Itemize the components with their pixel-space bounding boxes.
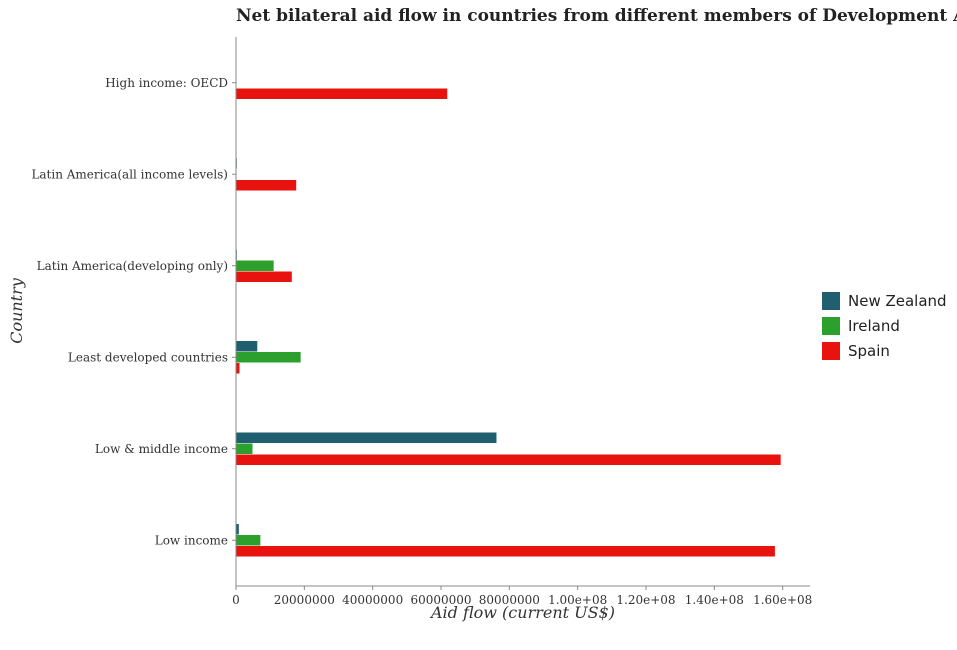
- x-tick-label: 1.60e+08: [753, 593, 812, 607]
- bars-layer: [235, 88, 782, 557]
- x-tick-label: 0: [232, 593, 240, 607]
- bar-new-zealand-3: [235, 340, 258, 352]
- bar-ireland-5: [235, 534, 261, 546]
- y-tick-label: High income: OECD: [105, 76, 228, 90]
- y-tick-label: Low income: [155, 533, 228, 547]
- bar-new-zealand-4: [235, 432, 497, 444]
- legend-swatch-new-zealand: [822, 292, 840, 310]
- x-tick-label: 1.20e+08: [616, 593, 675, 607]
- x-tick-label: 1.40e+08: [685, 593, 744, 607]
- y-tick-label: Least developed countries: [68, 350, 228, 364]
- x-tick-label: 60000000: [410, 593, 471, 607]
- bar-spain-2: [235, 271, 293, 283]
- legend-swatch-ireland: [822, 317, 840, 335]
- x-tick-label: 1.00e+08: [548, 593, 607, 607]
- bar-ireland-4: [235, 443, 253, 455]
- legend-label: New Zealand: [848, 292, 947, 310]
- y-tick-label: Latin America(all income levels): [31, 167, 228, 181]
- y-tick-label: Latin America(developing only): [37, 259, 228, 273]
- x-tick-label: 80000000: [479, 593, 540, 607]
- bar-spain-3: [235, 362, 241, 374]
- x-axis-label: Aid flow (current US$): [429, 603, 615, 622]
- bar-spain-0: [235, 88, 448, 100]
- legend-label: Ireland: [848, 317, 900, 335]
- y-tick-label: Low & middle income: [95, 442, 228, 456]
- bar-spain-4: [235, 454, 782, 466]
- bar-spain-1: [235, 179, 297, 191]
- legend: New Zealand Ireland Spain: [822, 292, 947, 360]
- bar-ireland-2: [235, 260, 275, 272]
- x-tick-label: 20000000: [274, 593, 335, 607]
- y-tick-layer: High income: OECD Latin America(all incom…: [31, 76, 236, 547]
- bar-spain-5: [235, 545, 776, 557]
- x-tick-layer: 0 20000000 40000000 60000000 80000000 1.00e+0…: [232, 586, 812, 607]
- bar-ireland-3: [235, 351, 302, 363]
- y-axis-label: Country: [7, 277, 26, 344]
- x-tick-label: 40000000: [342, 593, 403, 607]
- chart-title: Net bilateral aid flow in countries from…: [236, 6, 957, 26]
- legend-swatch-spain: [822, 342, 840, 360]
- legend-label: Spain: [848, 342, 890, 360]
